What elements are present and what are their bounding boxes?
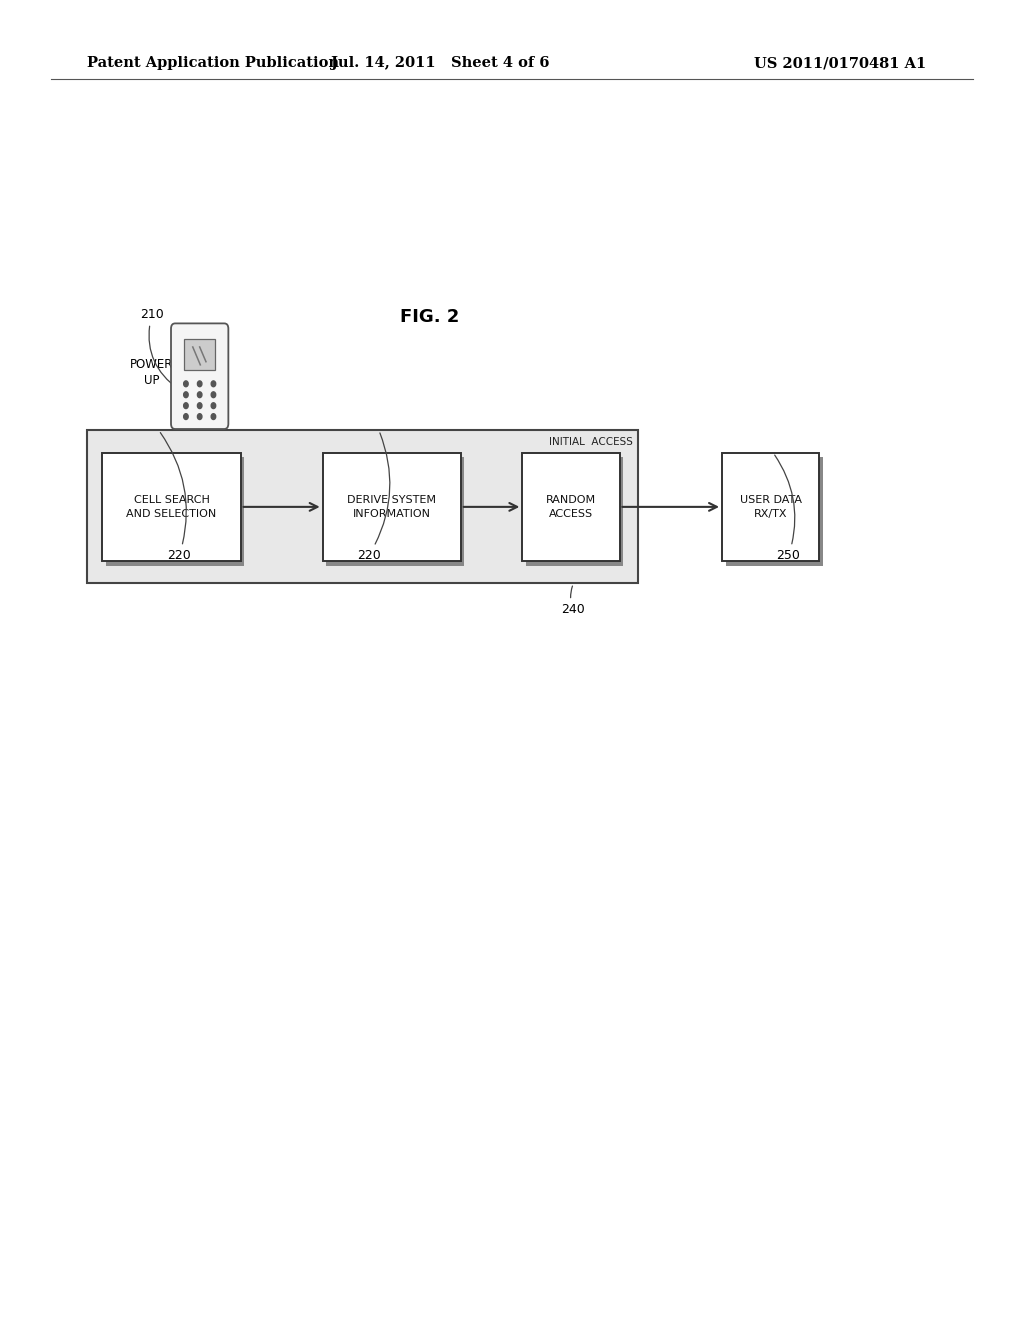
FancyBboxPatch shape bbox=[323, 453, 461, 561]
FancyBboxPatch shape bbox=[171, 323, 228, 429]
Text: 220: 220 bbox=[356, 433, 390, 562]
Circle shape bbox=[198, 413, 202, 420]
Text: CELL SEARCH
AND SELECTION: CELL SEARCH AND SELECTION bbox=[126, 495, 217, 519]
FancyBboxPatch shape bbox=[87, 430, 638, 583]
FancyBboxPatch shape bbox=[722, 453, 819, 561]
Circle shape bbox=[211, 381, 216, 387]
Circle shape bbox=[198, 392, 202, 397]
Text: INITIAL  ACCESS: INITIAL ACCESS bbox=[549, 437, 633, 447]
Text: 210: 210 bbox=[140, 308, 178, 389]
Circle shape bbox=[211, 403, 216, 409]
FancyBboxPatch shape bbox=[326, 458, 465, 565]
Text: 250: 250 bbox=[775, 455, 801, 562]
Circle shape bbox=[211, 392, 216, 397]
Text: 240: 240 bbox=[561, 586, 585, 616]
Text: Jul. 14, 2011   Sheet 4 of 6: Jul. 14, 2011 Sheet 4 of 6 bbox=[331, 57, 550, 70]
FancyBboxPatch shape bbox=[102, 453, 241, 561]
Text: 220: 220 bbox=[161, 433, 191, 562]
FancyBboxPatch shape bbox=[526, 458, 623, 565]
FancyBboxPatch shape bbox=[725, 458, 822, 565]
FancyBboxPatch shape bbox=[106, 458, 245, 565]
Circle shape bbox=[183, 381, 188, 387]
FancyBboxPatch shape bbox=[184, 339, 215, 371]
Circle shape bbox=[183, 392, 188, 397]
Text: USER DATA
RX/TX: USER DATA RX/TX bbox=[739, 495, 802, 519]
Circle shape bbox=[198, 381, 202, 387]
Text: RANDOM
ACCESS: RANDOM ACCESS bbox=[546, 495, 596, 519]
Circle shape bbox=[198, 403, 202, 409]
Text: POWER
UP: POWER UP bbox=[130, 358, 173, 387]
Circle shape bbox=[183, 413, 188, 420]
Text: US 2011/0170481 A1: US 2011/0170481 A1 bbox=[754, 57, 926, 70]
FancyBboxPatch shape bbox=[522, 453, 620, 561]
Text: FIG. 2: FIG. 2 bbox=[400, 308, 460, 326]
Text: DERIVE SYSTEM
INFORMATION: DERIVE SYSTEM INFORMATION bbox=[347, 495, 436, 519]
Circle shape bbox=[183, 403, 188, 409]
Circle shape bbox=[211, 413, 216, 420]
Text: Patent Application Publication: Patent Application Publication bbox=[87, 57, 339, 70]
